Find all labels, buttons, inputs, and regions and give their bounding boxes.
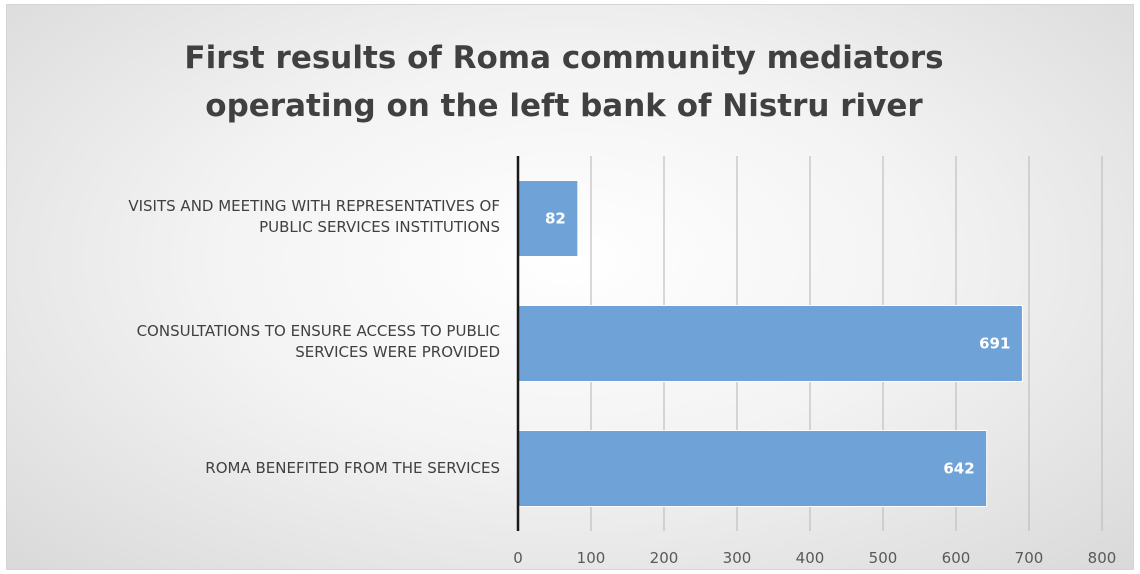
bar [517,305,1023,382]
x-tick-label: 100 [577,549,606,567]
category-label-line: ROMA BENEFITED FROM THE SERVICES [205,459,500,477]
x-tick-label: 600 [942,549,971,567]
category-label-roma-benefited: ROMA BENEFITED FROM THE SERVICES [0,458,500,479]
category-label-line: VISITS AND MEETING WITH REPRESENTATIVES … [128,197,500,215]
labels: 0 100 200 300 400 500 600 700 800 82 691 642 [513,210,1116,568]
bars [517,180,1023,507]
x-tick-label: 700 [1015,549,1044,567]
data-label: 82 [545,210,566,228]
category-label-line: PUBLIC SERVICES INSTITUTIONS [259,218,500,236]
chart-title: First results of Roma community mediator… [0,34,1128,130]
bar [517,180,579,257]
x-tick-label: 0 [513,549,523,567]
chart-title-line-2: operating on the left bank of Nistru riv… [205,88,923,124]
bar [517,430,988,507]
x-tick-label: 500 [869,549,898,567]
x-tick-label: 800 [1088,549,1117,567]
x-tick-label: 400 [796,549,825,567]
category-label-visits: VISITS AND MEETING WITH REPRESENTATIVES … [0,196,500,238]
data-label: 642 [943,460,974,478]
category-label-consultations: CONSULTATIONS TO ENSURE ACCESS TO PUBLIC… [0,321,500,363]
x-tick-label: 300 [723,549,752,567]
data-label: 691 [979,335,1010,353]
x-tick-label: 200 [650,549,679,567]
chart-title-line-1: First results of Roma community mediator… [184,40,944,76]
category-label-line: SERVICES WERE PROVIDED [295,343,500,361]
category-label-line: CONSULTATIONS TO ENSURE ACCESS TO PUBLIC [136,322,500,340]
